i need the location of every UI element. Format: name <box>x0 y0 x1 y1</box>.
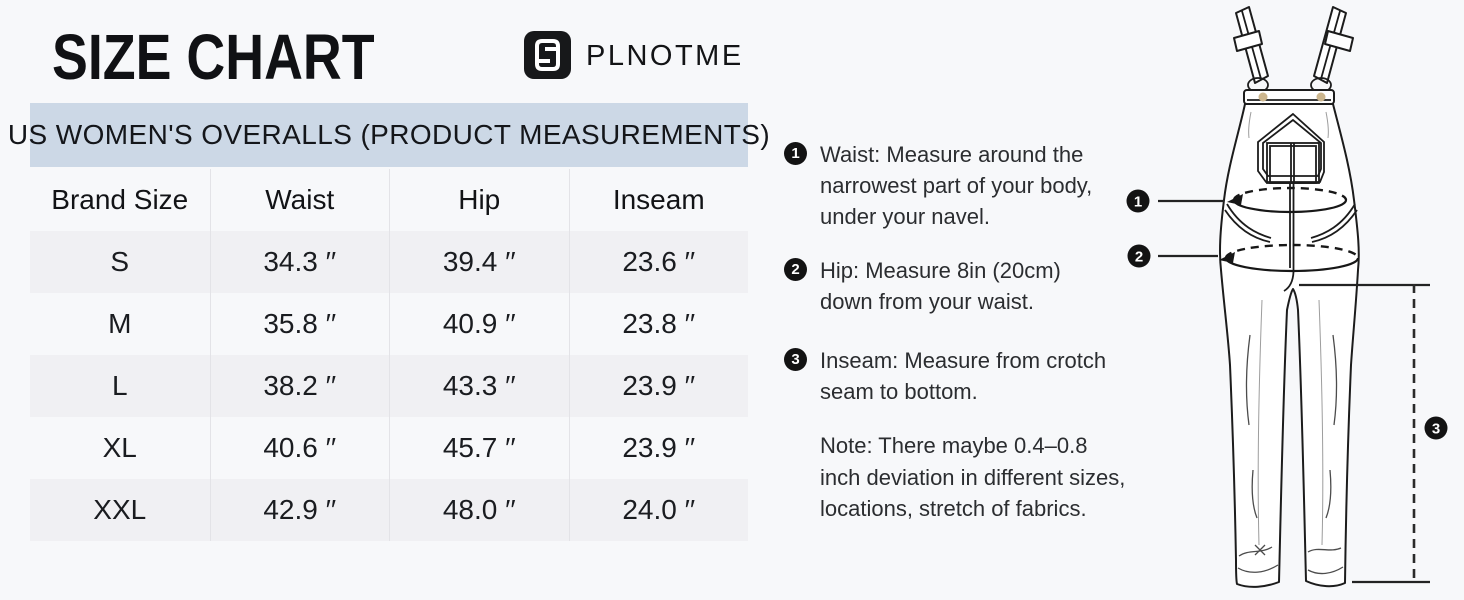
instruction-waist: 1 Waist: Measure around the narrowest pa… <box>784 139 1092 232</box>
inseam-cell: 23.9 ′′ <box>568 355 749 417</box>
button-left <box>1258 92 1268 102</box>
overalls-body <box>1219 103 1360 588</box>
hip-tape <box>1219 243 1360 273</box>
table-row: XXL 42.9 ′′ 48.0 ′′ 24.0 ′′ <box>30 479 748 541</box>
inseam-cell: 23.6 ′′ <box>568 231 749 293</box>
waist-cell: 42.9 ′′ <box>209 479 390 541</box>
bullet-3-icon: 3 <box>784 348 807 371</box>
diagram-marker-2: 2 <box>1127 244 1151 268</box>
page-title: SIZE CHART <box>52 21 375 93</box>
instruction-line: Hip: Measure 8in (20cm) <box>820 258 1061 283</box>
bullet-1-icon: 1 <box>784 142 807 165</box>
diagram-marker-1: 1 <box>1126 189 1150 213</box>
deviation-note: Note: There maybe 0.4–0.8 inch deviation… <box>820 430 1125 525</box>
waist-tape <box>1227 186 1348 214</box>
note-line: inch deviation in different sizes, <box>820 464 1126 490</box>
table-title-band: US WOMEN'S OVERALLS (PRODUCT MEASUREMENT… <box>8 103 770 167</box>
svg-text:2: 2 <box>1135 249 1143 266</box>
inseam-cell: 23.8 ′′ <box>568 293 749 355</box>
chest-pocket <box>1257 112 1325 184</box>
instruction-line: narrowest part of your body, <box>820 173 1093 198</box>
strap-right <box>1310 6 1354 93</box>
instruction-line: down from your waist. <box>820 289 1034 314</box>
instruction-hip: 2 Hip: Measure 8in (20cm) down from your… <box>784 255 1061 317</box>
note-line: Note: There maybe 0.4–0.8 <box>820 433 1088 458</box>
table-row: L 38.2 ′′ 43.3 ′′ 23.9 ′′ <box>30 355 748 417</box>
waist-cell: 35.8 ′′ <box>209 293 390 355</box>
plnotme-logo-icon <box>524 31 571 79</box>
inseam-cell: 24.0 ′′ <box>568 479 749 541</box>
instruction-inseam: 3 Inseam: Measure from crotch seam to bo… <box>784 345 1106 407</box>
overalls-diagram: 1 2 3 <box>1126 6 1448 588</box>
bullet-2-icon: 2 <box>784 258 807 281</box>
instruction-line: under your navel. <box>820 204 990 229</box>
hip-cell: 43.3 ′′ <box>389 355 569 417</box>
col-header-hip: Hip <box>389 169 569 231</box>
table-row: M 35.8 ′′ 40.9 ′′ 23.8 ′′ <box>30 293 748 355</box>
svg-text:1: 1 <box>1134 194 1142 211</box>
size-cell: M <box>108 308 132 339</box>
button-right <box>1316 92 1326 102</box>
inseam-cell: 23.9 ′′ <box>568 417 749 479</box>
size-cell: L <box>111 370 128 401</box>
hip-cell: 39.4 ′′ <box>389 231 569 293</box>
table-row: S 34.3 ′′ 39.4 ′′ 23.6 ′′ <box>30 231 748 293</box>
hip-cell: 40.9 ′′ <box>389 293 569 355</box>
col-header-inseam: Inseam <box>568 169 749 231</box>
instruction-line: Waist: Measure around the <box>820 142 1084 167</box>
size-cell: XXL <box>93 494 147 525</box>
note-line: locations, stretch of fabrics. <box>820 496 1087 521</box>
hip-cell: 48.0 ′′ <box>389 479 569 541</box>
col-header-waist: Waist <box>209 169 390 231</box>
instruction-line: seam to bottom. <box>820 379 978 404</box>
hip-cell: 45.7 ′′ <box>389 417 569 479</box>
size-table: Brand Size Waist Hip Inseam S 34.3 ′′ 39… <box>30 169 748 541</box>
strap-left <box>1233 6 1269 93</box>
waist-cell: 40.6 ′′ <box>209 417 390 479</box>
diagram-marker-3: 3 <box>1424 416 1448 440</box>
size-cell: XL <box>102 432 137 463</box>
svg-text:3: 3 <box>1432 421 1440 438</box>
col-header-brand-size: Brand Size <box>51 184 189 215</box>
table-header-row: Brand Size Waist Hip Inseam <box>30 169 748 231</box>
instruction-line: Inseam: Measure from crotch <box>820 348 1107 373</box>
table-row: XL 40.6 ′′ 45.7 ′′ 23.9 ′′ <box>30 417 748 479</box>
size-cell: S <box>110 246 130 277</box>
waist-cell: 38.2 ′′ <box>209 355 390 417</box>
waist-cell: 34.3 ′′ <box>209 231 390 293</box>
brand-name: PLNOTME <box>586 40 744 72</box>
